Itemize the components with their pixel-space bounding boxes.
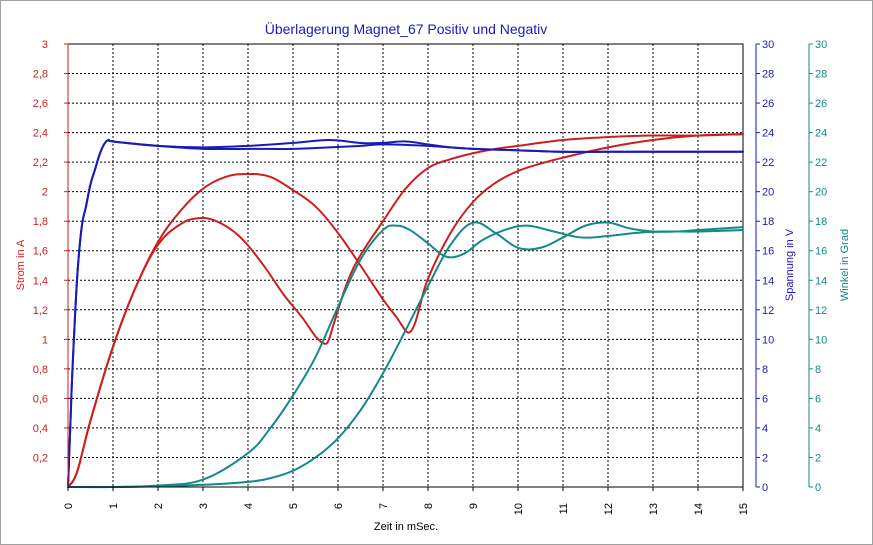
strom-tick-label: 1: [42, 334, 48, 346]
spannung-tick-label: 0: [762, 482, 768, 494]
winkel-tick-label: 4: [815, 423, 821, 435]
x-axis-ticks: 0 1 2 3 4 5 6 7 8 9 10 11 12 13 14 15: [63, 487, 750, 515]
spannung-axis-label: Spannung in V: [784, 228, 796, 301]
x-tick-label: 11: [558, 503, 570, 514]
x-tick-label: 14: [693, 503, 705, 515]
spannung-tick-label: 16: [762, 246, 774, 258]
winkel-tick-label: 14: [815, 275, 827, 287]
winkel-series-line-4: [67, 224, 744, 489]
winkel-tick-label: 8: [815, 364, 821, 376]
winkel-tick-label: 12: [815, 305, 827, 317]
strom-tick-label: 0,2: [33, 452, 48, 464]
x-tick-label: 9: [468, 503, 480, 509]
x-tick-label: 5: [288, 503, 300, 509]
spannung-tick-label: 18: [762, 216, 774, 228]
strom-series-line-0: [67, 133, 744, 488]
strom-tick-label: 1,6: [33, 246, 48, 258]
x-tick-label: 15: [738, 503, 750, 515]
grid: [68, 44, 743, 487]
spannung-tick-label: 14: [762, 275, 774, 287]
winkel-tick-label: 22: [815, 157, 827, 169]
spannung-tick-label: 22: [762, 157, 774, 169]
strom-tick-label: 3: [42, 39, 48, 51]
x-tick-label: 6: [333, 503, 345, 509]
winkel-axis-label: Winkel in Grad: [839, 229, 851, 301]
x-tick-label: 3: [198, 503, 210, 509]
x-tick-label: 13: [648, 503, 660, 515]
winkel-tick-label: 26: [815, 98, 827, 110]
strom-tick-label: 2,2: [33, 157, 48, 169]
winkel-tick-label: 18: [815, 216, 827, 228]
strom-tick-label: 1,2: [33, 305, 48, 317]
x-tick-label: 0: [63, 503, 75, 509]
spannung-tick-label: 12: [762, 305, 774, 317]
spannung-tick-label: 6: [762, 393, 768, 405]
strom-tick-label: 1,8: [33, 216, 48, 228]
spannung-tick-label: 8: [762, 364, 768, 376]
strom-tick-label: 0,8: [33, 364, 48, 376]
strom-tick-label: 0,4: [33, 423, 48, 435]
spannung-tick-label: 4: [762, 423, 768, 435]
plot-area: [67, 43, 744, 488]
strom-tick-label: 2,4: [33, 128, 48, 140]
spannung-tick-label: 2: [762, 452, 768, 464]
strom-tick-label: 2,6: [33, 98, 48, 110]
spannung-series-line-3: [67, 138, 744, 488]
x-tick-label: 2: [153, 503, 165, 509]
series-layer: [67, 133, 744, 489]
winkel-tick-label: 24: [815, 128, 827, 140]
strom-tick-label: 2: [42, 187, 48, 199]
x-tick-label: 12: [603, 503, 615, 515]
chart-title: Überlagerung Magnet_67 Positiv und Negat…: [265, 20, 548, 37]
winkel-tick-label: 16: [815, 246, 827, 258]
strom-tick-label: 1,4: [33, 275, 48, 287]
winkel-tick-label: 0: [815, 482, 821, 494]
spannung-tick-label: 26: [762, 98, 774, 110]
strom-tick-label: 0,6: [33, 393, 48, 405]
strom-axis-ticks: 0,2 0,4 0,6 0,8 1 1,2 1,4 1,6 1,8 2 2,2 2,4 2,6 2,8 3: [33, 39, 68, 464]
winkel-tick-label: 6: [815, 393, 821, 405]
spannung-tick-label: 20: [762, 187, 774, 199]
winkel-tick-label: 10: [815, 334, 827, 346]
spannung-tick-label: 24: [762, 128, 774, 140]
x-tick-label: 1: [108, 503, 120, 509]
strom-axis-label: Strom in A: [15, 239, 27, 290]
winkel-series-line-5: [67, 221, 744, 489]
winkel-tick-label: 20: [815, 187, 827, 199]
x-tick-label: 7: [378, 503, 390, 509]
winkel-tick-label: 2: [815, 452, 821, 464]
winkel-tick-label: 30: [815, 39, 827, 51]
x-tick-label: 10: [513, 503, 525, 515]
spannung-tick-label: 30: [762, 39, 774, 51]
x-tick-label: 4: [243, 503, 255, 509]
spannung-tick-label: 10: [762, 334, 774, 346]
winkel-tick-label: 28: [815, 69, 827, 81]
x-tick-label: 8: [423, 503, 435, 509]
strom-tick-label: 2,8: [33, 69, 48, 81]
x-axis-label: Zeit in mSec.: [374, 521, 438, 533]
strom-series-line-1: [67, 133, 744, 488]
spannung-tick-label: 28: [762, 69, 774, 81]
